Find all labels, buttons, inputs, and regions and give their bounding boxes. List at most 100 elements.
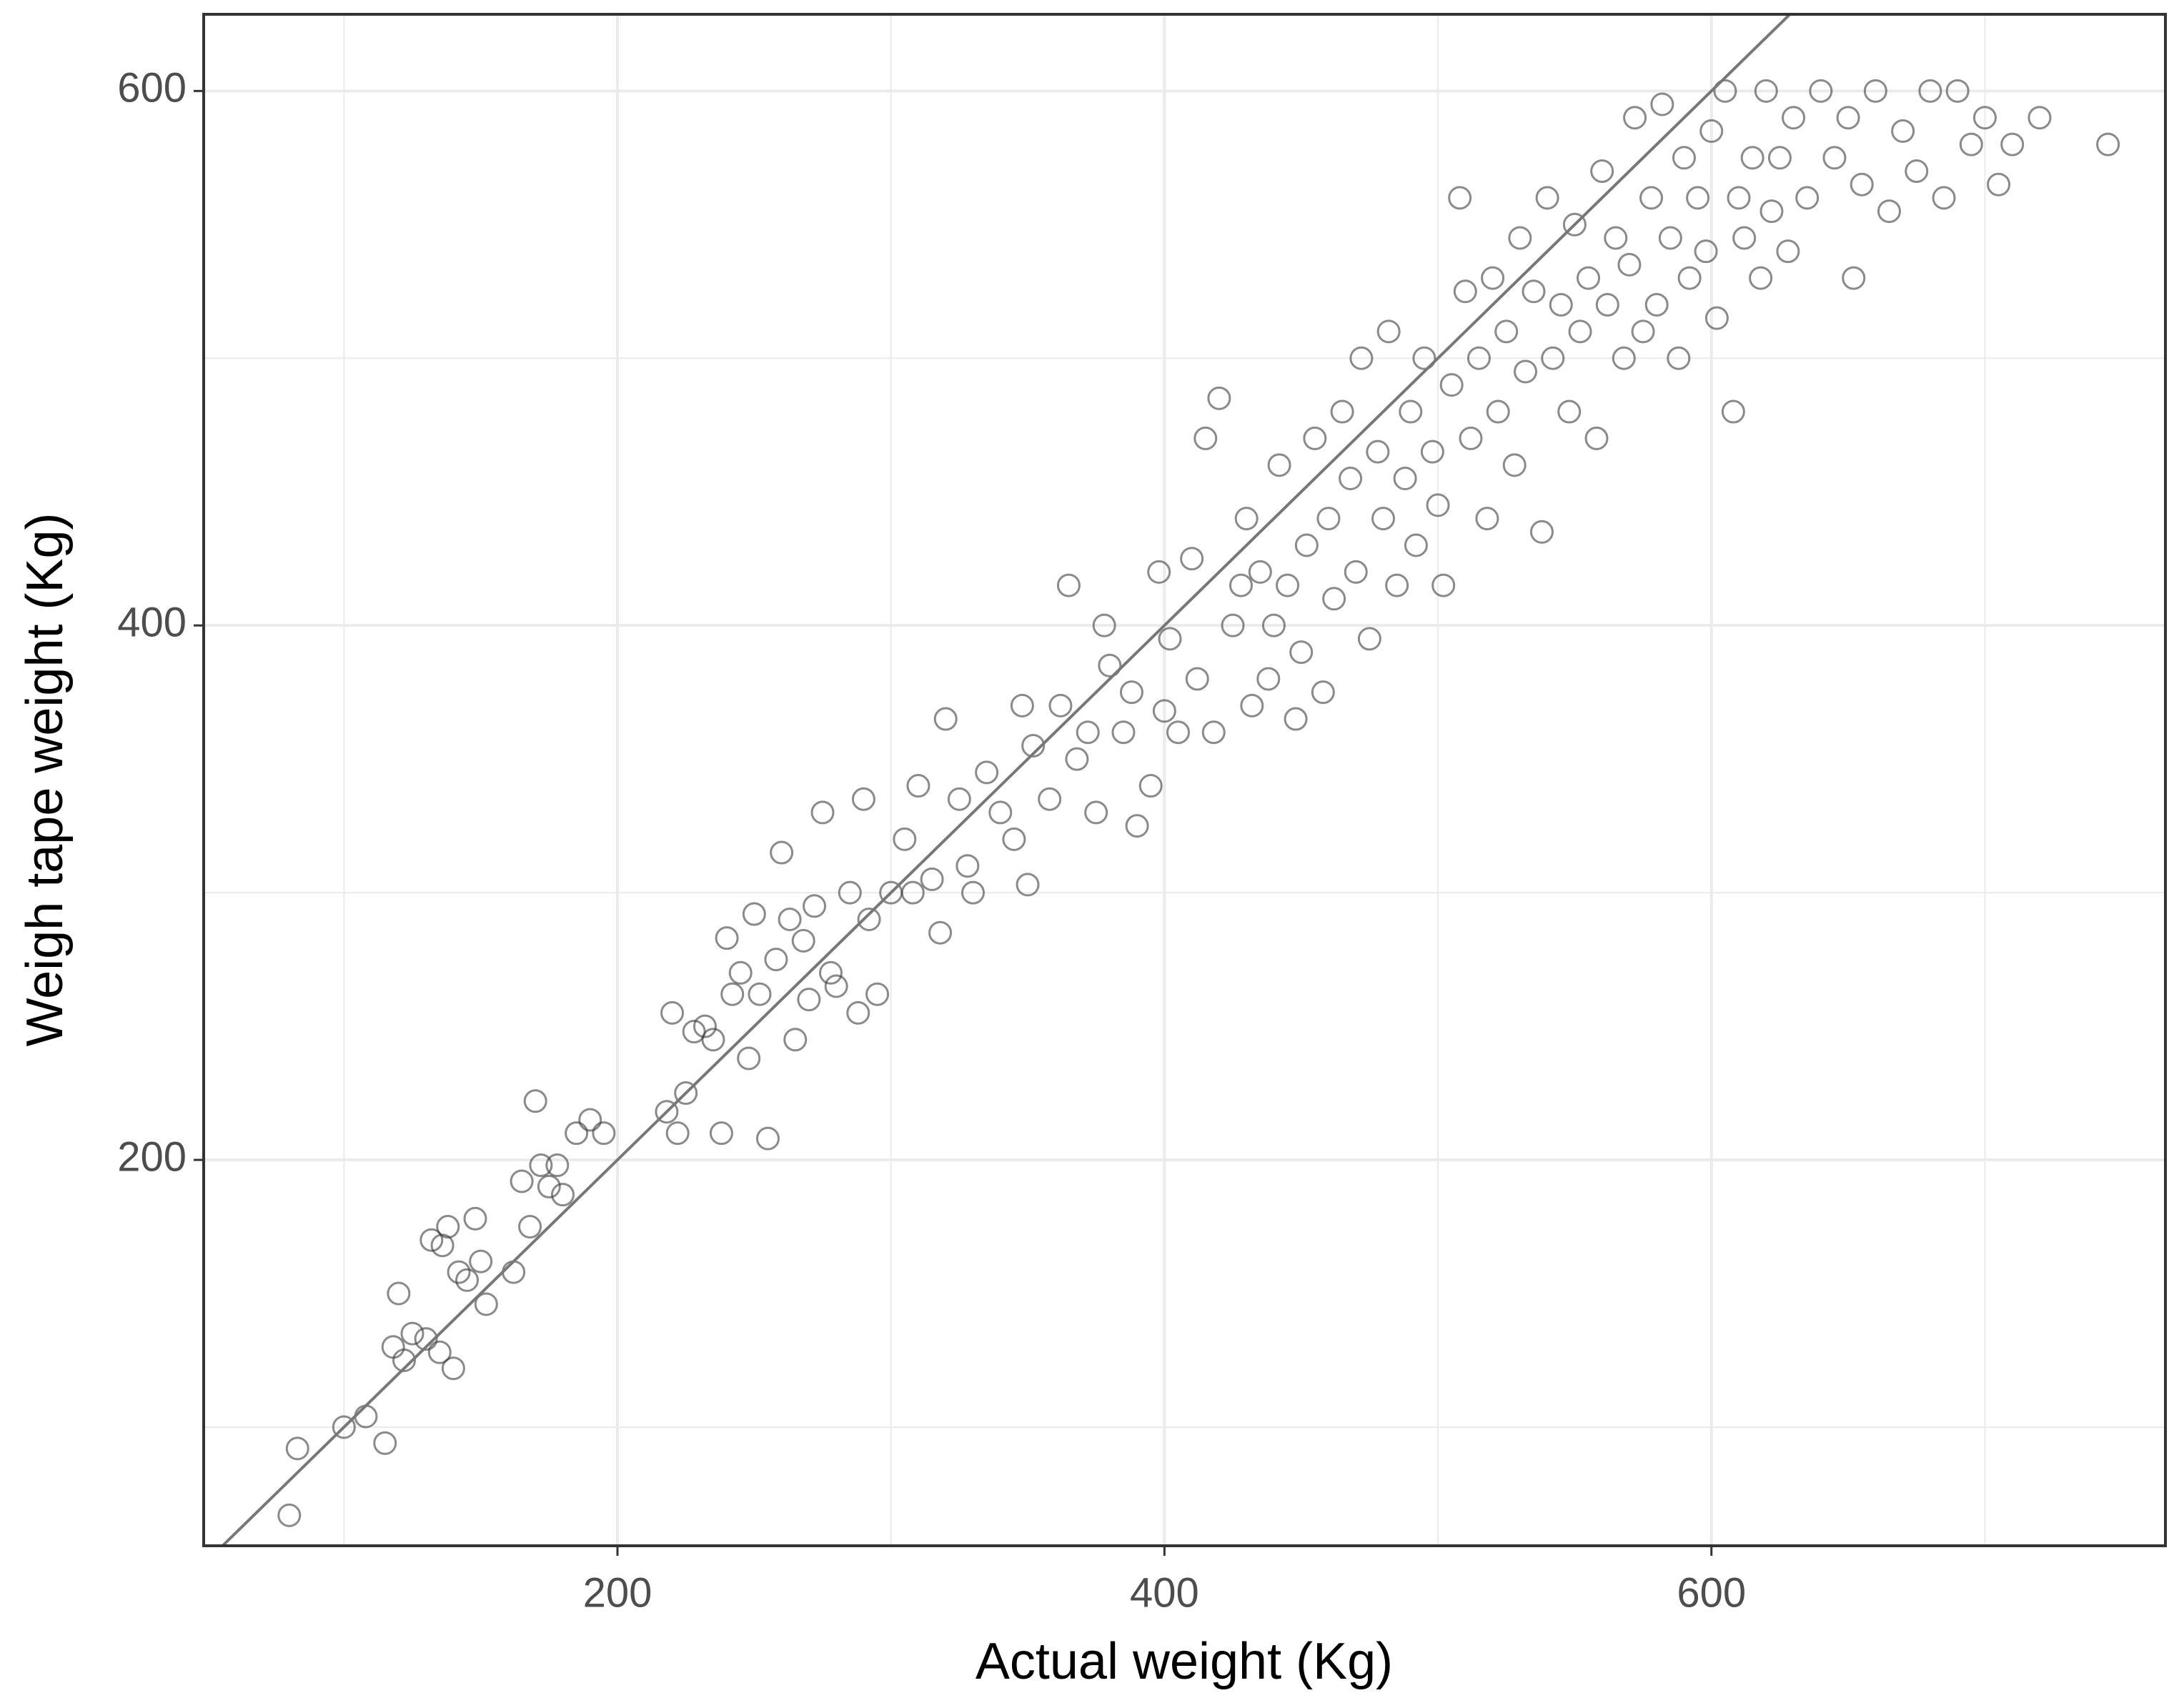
point: [1704, 306, 1729, 330]
point: [414, 1327, 438, 1351]
point: [906, 774, 930, 798]
point: [1809, 79, 1833, 103]
point: [748, 982, 772, 1006]
point: [1850, 172, 1874, 197]
point: [1453, 279, 1477, 304]
point: [392, 1348, 417, 1372]
point: [578, 1108, 602, 1132]
point: [537, 1174, 561, 1198]
point: [1945, 79, 1970, 103]
point: [1749, 266, 1773, 290]
point: [1294, 533, 1319, 557]
point: [1038, 787, 1062, 811]
point: [502, 1260, 526, 1284]
point: [709, 1121, 733, 1146]
point: [592, 1121, 616, 1146]
point: [1863, 79, 1887, 103]
point: [893, 827, 917, 851]
point: [1475, 507, 1499, 531]
point: [1508, 226, 1532, 250]
point: [1644, 292, 1669, 317]
point: [469, 1249, 493, 1273]
x-tick-label: 600: [1677, 1569, 1746, 1616]
point: [1289, 640, 1314, 665]
point: [1229, 573, 1254, 597]
point: [420, 1228, 444, 1252]
point: [1767, 146, 1792, 170]
point: [791, 928, 815, 953]
x-axis-title: Actual weight (Kg): [976, 1633, 1393, 1690]
point: [1261, 613, 1286, 637]
point: [720, 982, 745, 1006]
point: [956, 854, 980, 878]
point: [783, 1028, 808, 1052]
point: [1322, 587, 1346, 611]
point: [1092, 613, 1116, 637]
point: [1822, 146, 1847, 170]
point: [2027, 106, 2052, 130]
point: [975, 760, 999, 785]
point: [1466, 346, 1491, 370]
point: [1713, 79, 1737, 103]
point: [1276, 573, 1300, 597]
point: [436, 1215, 460, 1239]
point: [660, 1001, 685, 1025]
point: [1759, 199, 1784, 224]
point: [354, 1404, 378, 1429]
point: [851, 787, 875, 811]
point: [1562, 212, 1587, 237]
point: [1065, 747, 1089, 771]
point: [1959, 132, 1983, 157]
point: [2096, 132, 2120, 157]
point: [1727, 186, 1751, 210]
point: [1048, 693, 1073, 718]
point: [857, 908, 881, 932]
point: [1557, 399, 1582, 424]
point: [1431, 573, 1456, 597]
point: [778, 908, 802, 932]
point: [1795, 186, 1820, 210]
point: [1152, 699, 1176, 723]
point: [565, 1121, 589, 1146]
point: [1776, 239, 1800, 264]
point: [1138, 774, 1163, 798]
point: [764, 948, 788, 972]
point: [933, 707, 958, 731]
point: [947, 787, 971, 811]
point: [441, 1356, 465, 1381]
point: [1316, 507, 1341, 531]
point: [550, 1183, 575, 1207]
point: [1631, 319, 1655, 344]
point: [665, 1121, 690, 1146]
point: [455, 1268, 480, 1292]
point: [1016, 873, 1040, 897]
point: [1905, 159, 1929, 183]
point: [1366, 440, 1390, 464]
point: [277, 1503, 302, 1527]
point: [1617, 252, 1642, 277]
y-axis-title: Weigh tape weight (Kg): [16, 512, 74, 1046]
point: [1932, 186, 1956, 210]
point: [1166, 720, 1191, 745]
point: [693, 1014, 717, 1038]
point: [1754, 79, 1778, 103]
point: [988, 800, 1013, 825]
point: [545, 1153, 570, 1178]
point: [1612, 346, 1636, 370]
point: [701, 1028, 725, 1052]
point: [865, 982, 890, 1006]
point: [1667, 346, 1691, 370]
point: [381, 1335, 405, 1359]
point: [1502, 453, 1527, 477]
point: [1010, 693, 1034, 718]
point: [1529, 520, 1554, 544]
point: [824, 974, 848, 998]
y-tick-label: 600: [117, 65, 187, 111]
point: [1147, 560, 1171, 584]
point: [655, 1100, 679, 1124]
point: [1732, 226, 1757, 250]
point: [1677, 266, 1702, 290]
point: [1412, 346, 1436, 370]
point: [1486, 399, 1510, 424]
